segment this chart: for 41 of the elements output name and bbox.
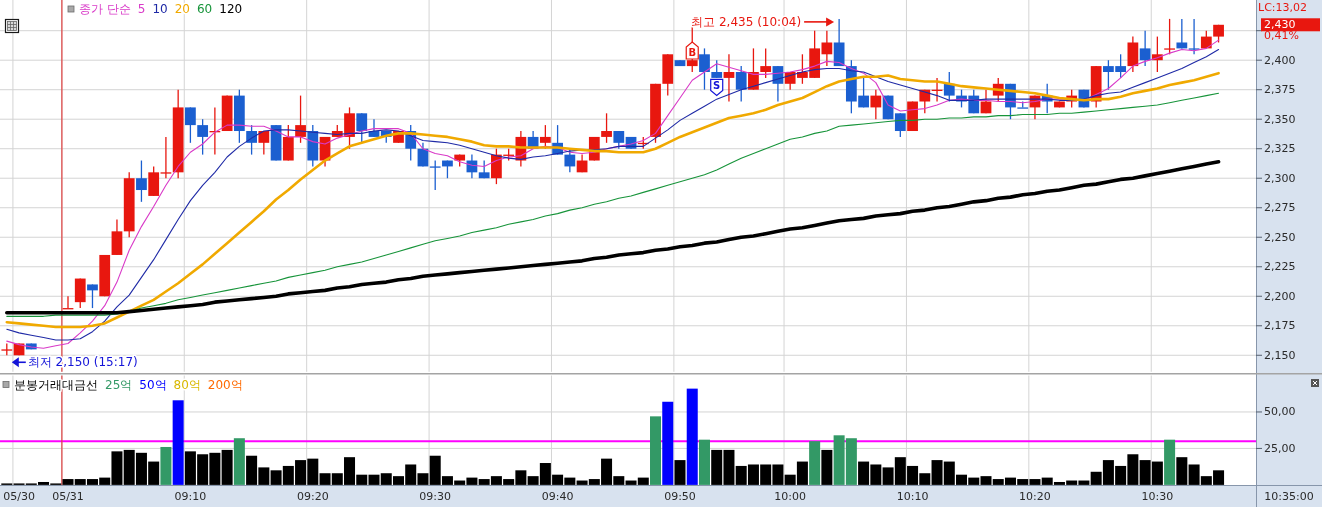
x-tick-label: 09:40 (541, 489, 574, 503)
x-tick-label: 09:30 (419, 489, 452, 503)
y-tick-label: 2,200 (1264, 289, 1296, 303)
text: 10 (152, 2, 168, 16)
y-tick-label: 25,00 (1264, 441, 1296, 455)
x-tick-label: 05/31 (52, 489, 84, 503)
text: 120 (219, 2, 243, 16)
x-tick-label: 10:10 (896, 489, 929, 503)
x-tick-label: 09:10 (174, 489, 207, 503)
y-tick-label: 2,275 (1264, 201, 1296, 215)
text: 2,430 (1264, 18, 1296, 32)
x-tick-label: 10:30 (1141, 489, 1174, 503)
annotation: S (713, 79, 721, 91)
text: 0,41% (1264, 29, 1299, 42)
y-tick-label: 2,225 (1264, 260, 1296, 274)
y-tick-label: 50,00 (1264, 405, 1296, 419)
annotation: B (688, 47, 697, 59)
x-tick-label: 10:00 (774, 489, 807, 503)
y-tick-label: 2,375 (1264, 83, 1296, 97)
y-tick-label: 2,300 (1264, 171, 1296, 185)
text: 60 (196, 2, 213, 16)
text: LC:13,02 (1258, 0, 1308, 14)
text: 5 (137, 2, 146, 16)
text: 10:35:00 (1264, 489, 1314, 503)
y-tick-label: 2,175 (1264, 319, 1296, 333)
x-tick-label: 09:50 (664, 489, 696, 503)
y-tick-label: 2,350 (1264, 112, 1296, 126)
text: 20 (174, 2, 190, 16)
legend-label: 80억 (173, 377, 201, 392)
y-tick-label: 2,250 (1264, 230, 1296, 244)
legend-label: 200억 (207, 377, 243, 392)
x-tick-label: 09:20 (296, 489, 329, 503)
y-tick-label: 2,325 (1264, 142, 1296, 156)
annotation: 최고 2,435 (10:04) (691, 14, 802, 29)
x-tick-label: 10:20 (1019, 489, 1051, 503)
y-tick-label: 2,150 (1264, 348, 1296, 362)
series-label: 50억 (139, 377, 167, 392)
text: 25억 (105, 377, 133, 392)
legend-title: 종가 단순 (79, 2, 131, 16)
x-tick-label: 05/30 (3, 489, 35, 503)
y-tick-label: 2,400 (1264, 53, 1296, 67)
